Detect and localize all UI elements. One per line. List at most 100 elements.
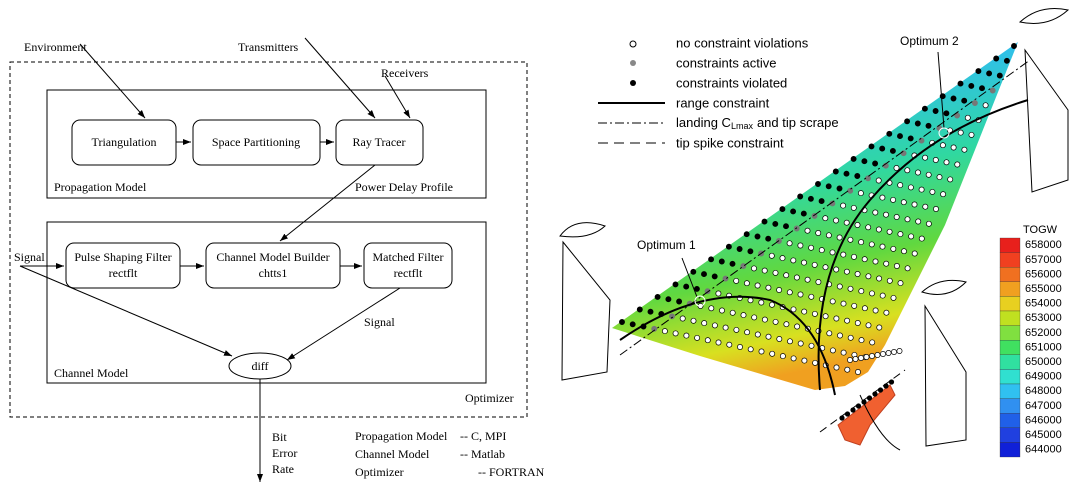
design-point: [969, 83, 974, 88]
design-point: [926, 172, 931, 177]
design-point: [830, 348, 835, 353]
colorbar-swatch: [1000, 399, 1020, 414]
block-label: Ray Tracer: [353, 135, 406, 149]
result-label: Error: [272, 446, 297, 460]
design-point: [905, 217, 910, 222]
design-point: [844, 171, 849, 176]
design-point: [816, 279, 821, 284]
design-point: [972, 100, 977, 105]
design-point: [769, 302, 774, 307]
input-label: Environment: [24, 40, 87, 54]
design-point: [891, 197, 896, 202]
design-point: [987, 71, 992, 76]
design-point: [969, 132, 974, 137]
colorbar-swatch: [1000, 282, 1020, 297]
design-point: [848, 188, 853, 193]
design-point: [752, 315, 757, 320]
design-point: [759, 300, 764, 305]
design-point: [741, 313, 746, 318]
legend-label: no constraint violations: [676, 35, 809, 50]
design-point: [841, 301, 846, 306]
design-point: [716, 291, 721, 296]
design-point: [808, 196, 813, 201]
design-point: [869, 144, 874, 149]
design-point: [815, 181, 820, 186]
output-label: Power Delay Profile: [355, 180, 453, 194]
design-point: [830, 299, 835, 304]
design-point: [691, 269, 696, 274]
group-label: Propagation Model: [54, 180, 147, 194]
design-point: [727, 342, 732, 347]
group-label: Channel Model: [54, 366, 129, 380]
design-point: [655, 294, 660, 299]
design-point: [816, 230, 821, 235]
design-point: [791, 307, 796, 312]
legend-symbol: [630, 41, 636, 47]
design-point: [637, 307, 642, 312]
design-point: [812, 311, 817, 316]
design-point: [859, 240, 864, 245]
design-point: [809, 294, 814, 299]
design-point: [891, 349, 896, 354]
design-point: [894, 263, 899, 268]
design-point: [791, 258, 796, 263]
design-point: [755, 332, 760, 337]
design-point: [1011, 43, 1016, 48]
lang-label: Optimizer: [355, 465, 404, 479]
design-point: [898, 232, 903, 237]
design-point: [916, 219, 921, 224]
design-point: [837, 235, 842, 240]
result-label: Bit: [272, 430, 287, 444]
design-point: [866, 323, 871, 328]
design-point: [951, 96, 956, 101]
design-point: [873, 308, 878, 313]
lang-value: -- Matlab: [460, 447, 505, 461]
design-point: [889, 379, 894, 384]
design-point: [766, 236, 771, 241]
legend-label: landing CLmaxand tip scrape: [676, 115, 839, 131]
design-point: [766, 285, 771, 290]
design-point: [787, 241, 792, 246]
design-point: [983, 103, 988, 108]
design-point: [897, 348, 902, 353]
design-point: [841, 350, 846, 355]
design-point: [855, 369, 860, 374]
design-point: [841, 252, 846, 257]
design-point: [819, 248, 824, 253]
design-point: [940, 143, 945, 148]
design-point: [773, 319, 778, 324]
design-point: [762, 317, 767, 322]
design-point: [1004, 58, 1009, 63]
design-point: [748, 347, 753, 352]
design-point: [787, 290, 792, 295]
design-point: [833, 218, 838, 223]
design-point: [877, 276, 882, 281]
design-point: [684, 333, 689, 338]
design-point: [755, 234, 760, 239]
design-point: [855, 173, 860, 178]
colorbar-label: 647000: [1025, 400, 1062, 412]
aircraft-outline: [560, 223, 610, 380]
colorbar-swatch: [1000, 428, 1020, 443]
design-point: [887, 229, 892, 234]
colorbar-swatch: [1000, 340, 1020, 355]
design-point: [866, 225, 871, 230]
design-point: [951, 145, 956, 150]
design-point: [662, 329, 667, 334]
design-point: [855, 222, 860, 227]
design-point: [777, 287, 782, 292]
design-point: [841, 203, 846, 208]
design-point: [737, 344, 742, 349]
design-point: [833, 169, 838, 174]
colorbar-label: 645000: [1025, 429, 1062, 441]
colorbar-label: 649000: [1025, 371, 1062, 383]
design-point: [837, 284, 842, 289]
design-point: [823, 265, 828, 270]
legend-label: constraints violated: [676, 75, 787, 90]
design-point: [926, 123, 931, 128]
design-point: [809, 245, 814, 250]
design-point: [834, 267, 839, 272]
design-point: [855, 271, 860, 276]
design-point: [809, 343, 814, 348]
design-point: [915, 170, 920, 175]
